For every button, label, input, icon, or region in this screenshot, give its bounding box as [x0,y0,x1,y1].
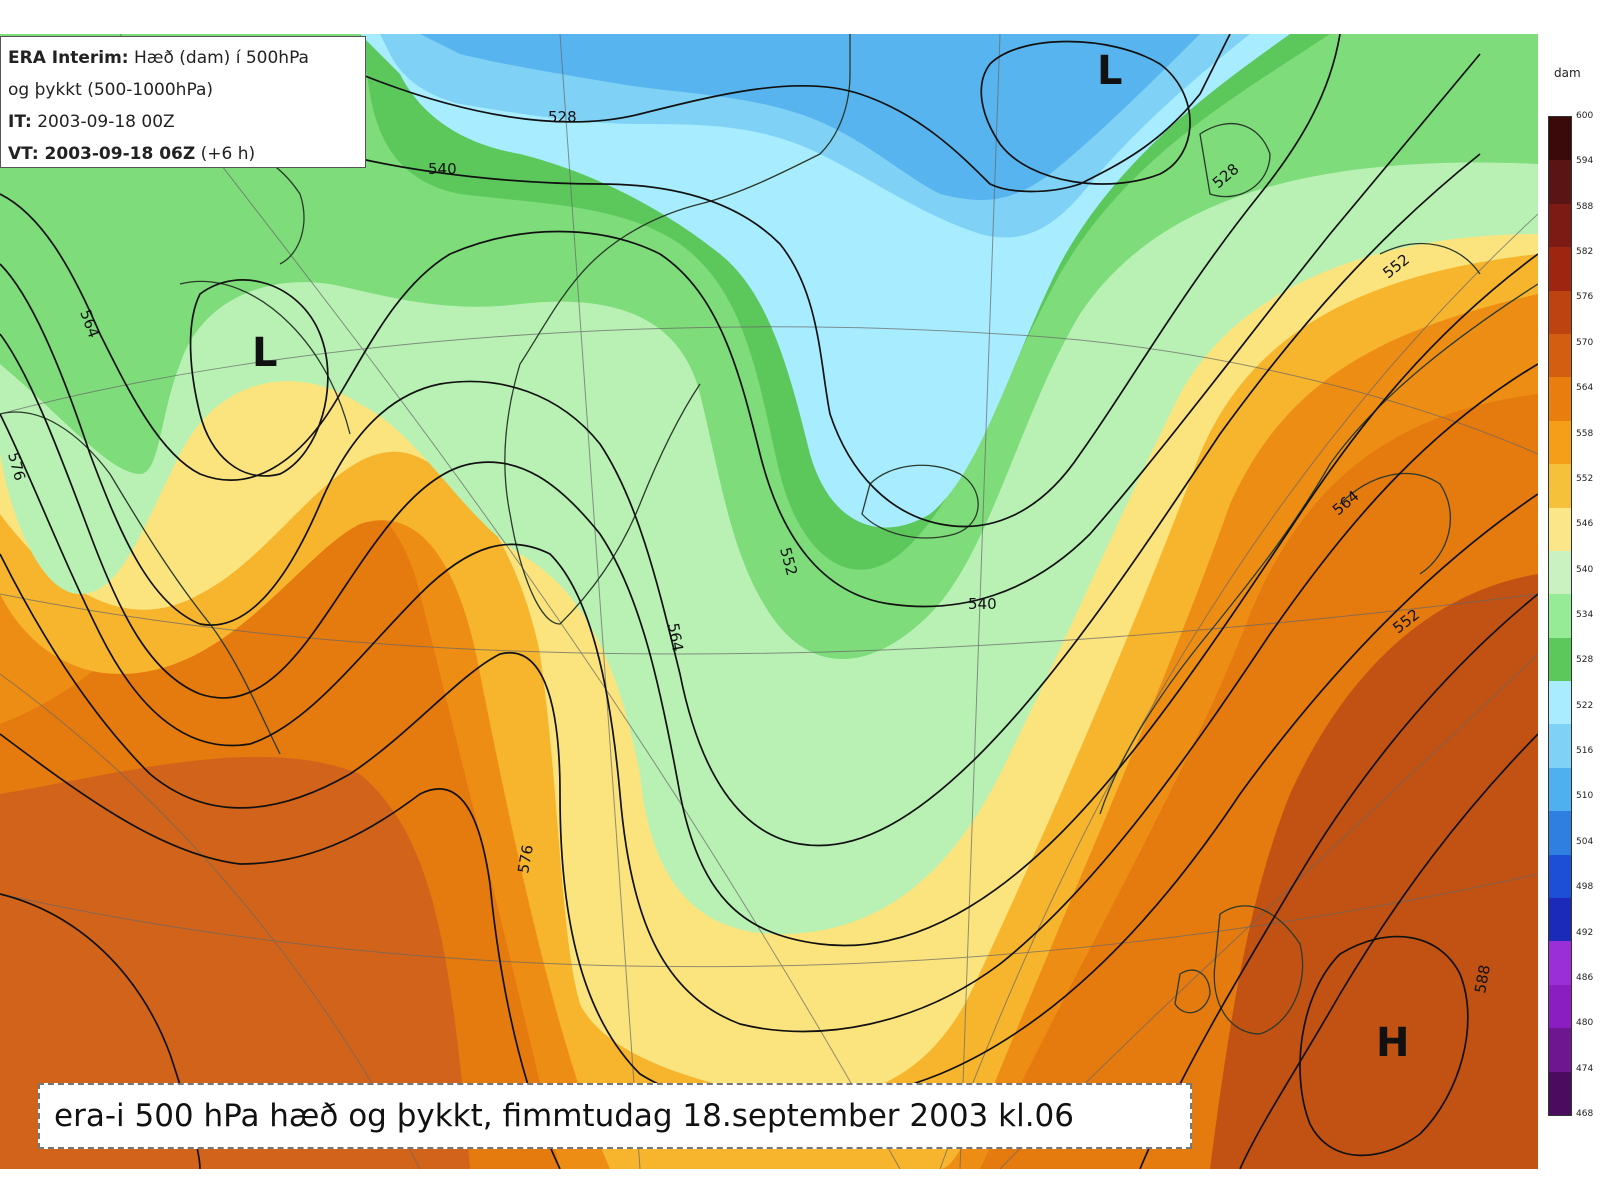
colorbar-segment [1549,377,1571,422]
colorbar-segment [1549,594,1571,639]
colorbar-unit: dam [1554,66,1581,80]
colorbar-segment [1549,854,1571,899]
colorbar-tick-label: 558 [1576,428,1594,439]
colorbar-tick-label: 516 [1576,746,1594,757]
map-canvas: 528 540 528 552 564 576 552 564 540 564 … [0,34,1538,1169]
colorbar-ticks: 600 594 588 582 576 570 564 558 552 546 540 534 528 5… [1576,0,1600,1200]
colorbar-segment [1549,767,1571,812]
thickness-band-582-sw [0,756,470,1169]
low-pressure-label: L [1097,48,1123,94]
colorbar-segment [1549,984,1571,1029]
colorbar-tick-label: 510 [1576,791,1594,802]
contour-label: 588 [1471,963,1494,994]
colorbar-tick-label: 570 [1576,337,1594,348]
colorbar-tick-label: 498 [1576,882,1594,893]
contour-label: 540 [428,160,457,178]
colorbar-segment [1549,160,1571,205]
colorbar-segment [1549,941,1571,986]
colorbar-tick-label: 546 [1576,519,1594,530]
colorbar-tick-label: 486 [1576,972,1594,983]
colorbar-segment [1549,681,1571,725]
colorbar-tick-label: 552 [1576,473,1594,484]
low-pressure-label: L [252,330,278,376]
info-subtitle: og þykkt (500-1000hPa) [8,80,213,100]
colorbar-tick-label: 492 [1576,927,1594,938]
high-pressure-label: H [1376,1020,1410,1066]
info-initial-time: IT: 2003-09-18 00Z [8,112,175,132]
colorbar-segment [1549,550,1571,595]
colorbar-segment [1549,898,1571,942]
colorbar-segment [1549,507,1571,552]
colorbar-tick-label: 504 [1576,836,1594,847]
colorbar-tick-label: 474 [1576,1063,1594,1074]
height-contours [0,34,1538,1169]
colorbar-segment [1549,464,1571,509]
colorbar-segment [1549,290,1571,335]
colorbar-segment [1549,1028,1571,1073]
colorbar-segment [1549,724,1571,769]
colorbar-tick-label: 540 [1576,564,1594,575]
colorbar-tick-label: 468 [1576,1109,1594,1119]
colorbar-segment [1549,811,1571,856]
info-valid-time: VT: 2003-09-18 06Z (+6 h) [8,144,256,164]
colorbar-tick-label: 600 [1576,111,1594,121]
colorbar-tick-label: 528 [1576,655,1594,666]
contour-label: 564 [664,622,687,653]
colorbar-segment [1549,333,1571,378]
weather-map: 528 540 528 552 564 576 552 564 540 564 … [0,34,1538,1169]
colorbar-tick-label: 534 [1576,610,1594,620]
contour-label: 540 [968,595,997,613]
colorbar-segment [1549,247,1571,292]
map-info-box: ERA Interim: Hæð (dam) í 500hPa og þykkt… [0,36,366,168]
thickness-band-522 [420,34,1200,200]
colorbar-tick-label: 564 [1576,383,1594,394]
info-title: ERA Interim: Hæð (dam) í 500hPa [8,48,309,68]
colorbar-segment [1549,1071,1571,1116]
colorbar-tick-label: 480 [1576,1018,1594,1029]
colorbar-segment [1549,420,1571,465]
colorbar-tick-label: 594 [1576,156,1594,167]
map-caption: era-i 500 hPa hæð og þykkt, fimmtudag 18… [38,1083,1192,1149]
colorbar [1548,116,1572,1116]
colorbar-segment [1549,117,1571,161]
colorbar-tick-label: 582 [1576,247,1594,258]
contour-label: 576 [514,843,537,874]
colorbar-tick-label: 576 [1576,292,1594,303]
contour-label: 528 [548,108,577,126]
colorbar-tick-label: 588 [1576,201,1594,212]
colorbar-segment [1549,637,1571,682]
colorbar-tick-label: 522 [1576,700,1594,711]
thickness-band-582 [1210,574,1538,1169]
colorbar-segment [1549,203,1571,248]
